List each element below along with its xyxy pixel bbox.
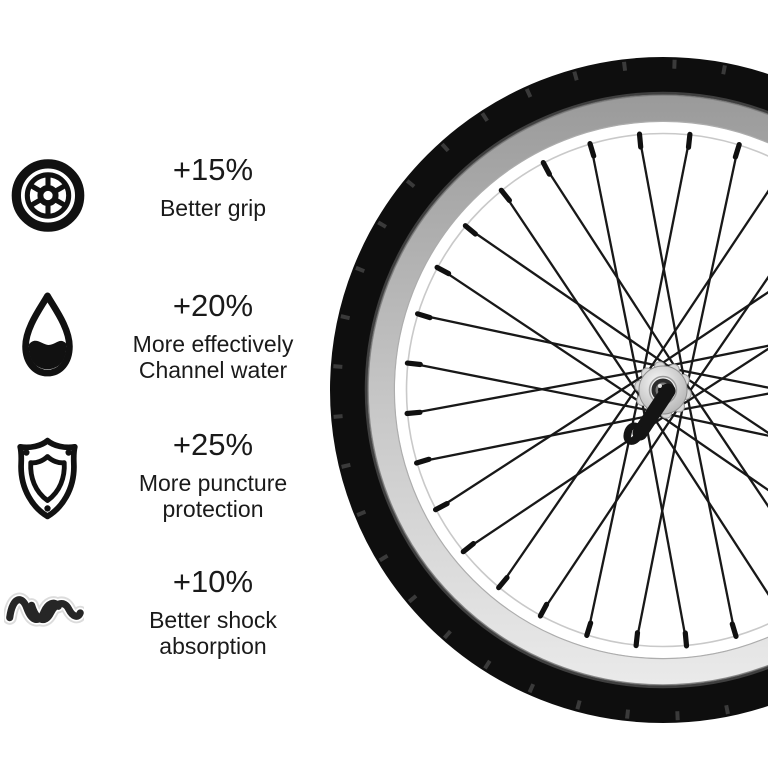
feature-description: More puncture protection xyxy=(138,470,288,522)
feature-channel-water: +20% More effectively Channel water xyxy=(95,288,331,383)
feature-percent: +20% xyxy=(172,288,254,323)
feature-description: Better shock absorption xyxy=(149,607,277,659)
water-drop-icon xyxy=(17,289,78,379)
tire-icon xyxy=(10,157,86,234)
feature-description: Better grip xyxy=(159,195,267,221)
feature-shock-absorption: +10% Better shock absorption xyxy=(95,564,331,659)
feature-better-grip: +15% Better grip xyxy=(95,152,331,221)
feature-puncture-protection: +25% More puncture protection xyxy=(95,427,331,522)
feature-description: More effectively Channel water xyxy=(132,331,294,383)
feature-percent: +25% xyxy=(172,427,254,462)
feature-percent: +10% xyxy=(172,564,254,599)
shock-wave-icon xyxy=(4,583,84,639)
shield-icon xyxy=(7,430,88,527)
feature-percent: +15% xyxy=(172,152,254,187)
